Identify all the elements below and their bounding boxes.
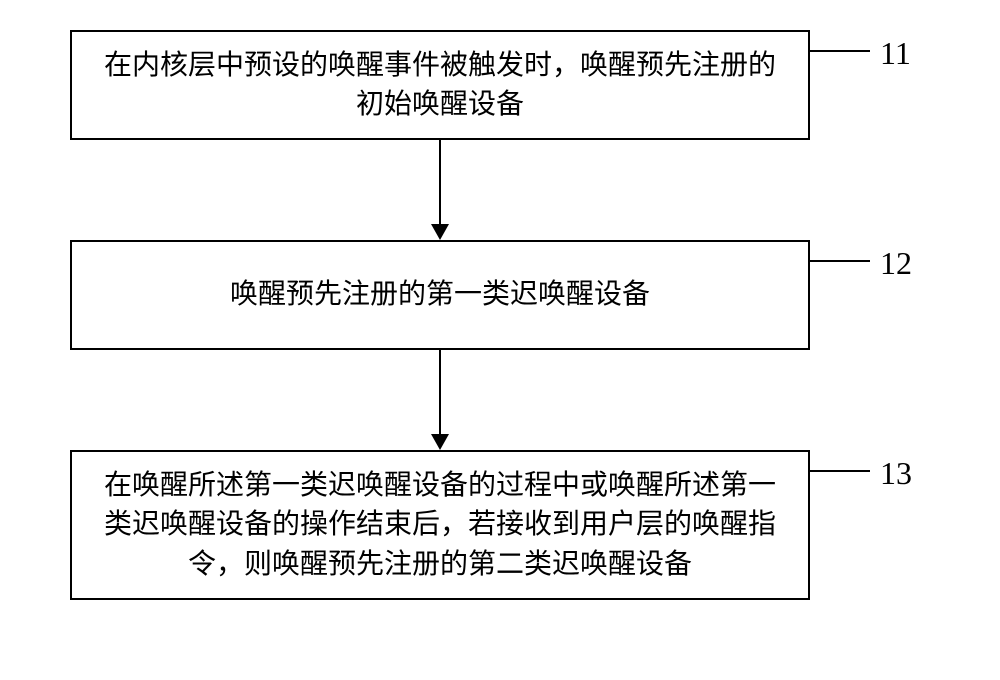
flow-label-13: 13	[880, 455, 912, 492]
arrow-12-13-head	[431, 434, 449, 450]
flow-step-11-text: 在内核层中预设的唤醒事件被触发时，唤醒预先注册的初始唤醒设备	[92, 46, 788, 124]
flow-step-12-text: 唤醒预先注册的第一类迟唤醒设备	[230, 275, 650, 314]
arrow-11-12-line	[439, 140, 441, 224]
arrow-11-12-head	[431, 224, 449, 240]
flow-step-11: 在内核层中预设的唤醒事件被触发时，唤醒预先注册的初始唤醒设备	[70, 30, 810, 140]
flow-label-12: 12	[880, 245, 912, 282]
flow-label-11: 11	[880, 35, 911, 72]
flow-step-12: 唤醒预先注册的第一类迟唤醒设备	[70, 240, 810, 350]
flow-step-13-text: 在唤醒所述第一类迟唤醒设备的过程中或唤醒所述第一类迟唤醒设备的操作结束后，若接收…	[92, 466, 788, 584]
leader-line-13	[810, 470, 870, 472]
leader-line-11	[810, 50, 870, 52]
arrow-12-13-line	[439, 350, 441, 434]
leader-line-12	[810, 260, 870, 262]
flow-step-13: 在唤醒所述第一类迟唤醒设备的过程中或唤醒所述第一类迟唤醒设备的操作结束后，若接收…	[70, 450, 810, 600]
